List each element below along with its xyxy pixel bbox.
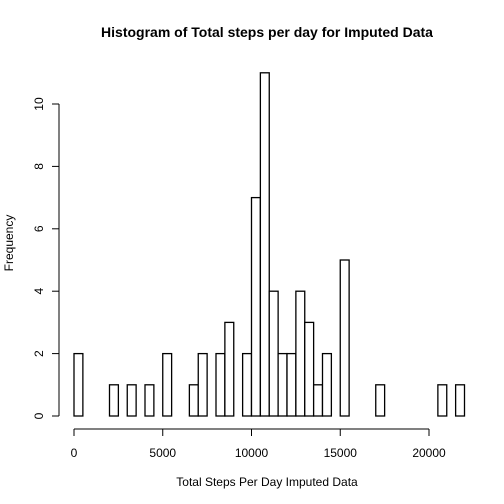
histogram-bar [162,352,173,417]
x-tick-label: 20000 [412,446,446,460]
y-tick-label: 8 [32,163,46,170]
histogram-bar [437,384,448,417]
x-tick-label: 5000 [149,446,176,460]
histogram-bar [286,352,297,417]
histogram-bar [144,384,155,417]
x-axis-label: Total Steps Per Day Imputed Data [176,475,358,489]
histogram-bar [215,352,226,417]
histogram-bar [197,352,208,417]
histogram-bar [339,259,350,417]
histogram-bar [250,196,262,417]
x-tick-label: 15000 [324,446,358,460]
histogram-bar [321,352,333,417]
histogram-bar [304,321,315,417]
y-tick-label: 0 [32,412,46,419]
y-tick-label: 4 [32,288,46,295]
y-tick-label: 6 [32,225,46,232]
histogram-bar [312,384,324,417]
y-axis: 0 2 4 6 8 10 [32,97,60,419]
bars-group [73,72,466,417]
histogram-bar [108,384,120,417]
x-tick-label: 10000 [235,446,269,460]
x-tick-label: 0 [71,446,78,460]
histogram-bar [277,352,288,417]
histogram-bar [73,352,84,417]
histogram-bar [454,384,466,417]
histogram-bar [268,290,279,417]
y-axis-label: Frequency [2,215,16,272]
y-tick-label: 2 [32,350,46,357]
histogram-bar [259,72,270,417]
histogram-bar [295,290,306,417]
x-axis: 0 5000 10000 15000 20000 [71,428,446,460]
histogram-bar [241,352,253,417]
chart-title: Histogram of Total steps per day for Imp… [101,24,433,40]
histogram-bar [224,321,235,417]
histogram-bar [126,384,137,417]
histogram-bar [375,384,386,417]
y-tick-label: 10 [32,97,46,111]
histogram-bar [188,384,199,417]
